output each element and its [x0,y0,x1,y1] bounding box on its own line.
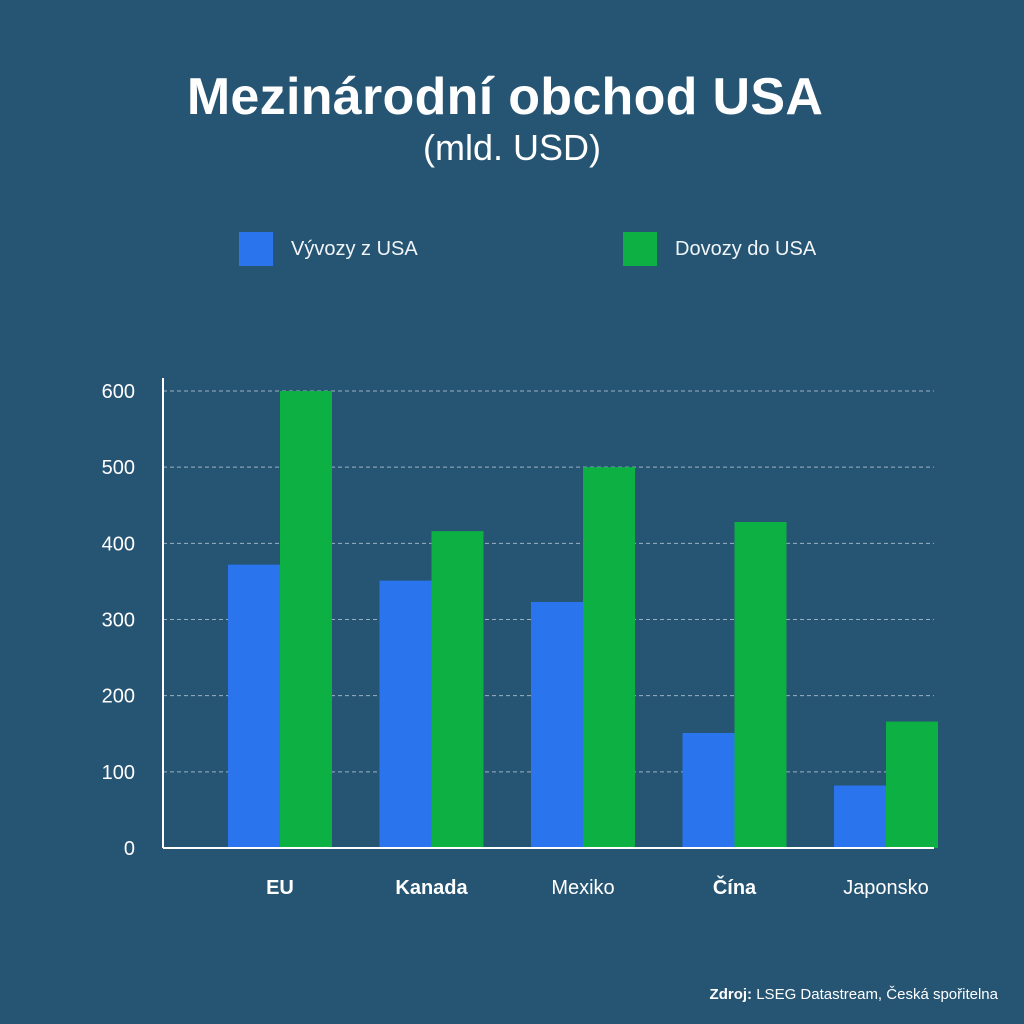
source-label: Zdroj: [709,986,753,1003]
bar-exports-1 [379,580,432,848]
bar-exports-3 [682,732,735,848]
source-text: LSEG Datastream, Česká spořitelna [756,986,998,1003]
legend-label-exports: Vývozy z USA [291,237,418,260]
y-tick-label-500: 500 [102,457,135,479]
x-tick-label-1: Kanada [395,877,468,899]
y-tick-label-0: 0 [124,838,135,860]
y-tick-label-300: 300 [102,610,135,632]
bar-exports-4 [834,785,886,848]
bar-imports-3 [734,522,787,848]
bar-exports-2 [531,601,583,848]
bar-imports-0 [280,391,332,848]
y-tick-label-400: 400 [102,533,135,555]
x-tick-label-0: EU [266,877,294,899]
source-note: Zdroj: LSEG Datastream, Česká spořitelna [710,986,998,1003]
chart-title: Mezinárodní obchod USA [186,68,824,126]
legend-item-imports: Dovozy do USA [623,232,816,266]
x-tick-label-4: Japonsko [843,877,929,899]
bar-imports-1 [431,531,484,848]
legend-label-imports: Dovozy do USA [675,237,817,260]
bar-imports-2 [583,467,635,848]
bar-exports-0 [228,564,280,848]
legend-item-exports: Vývozy z USA [239,232,418,266]
x-tick-label-2: Mexiko [551,877,614,899]
x-tick-label-3: Čína [713,875,757,899]
y-tick-label-200: 200 [102,686,135,708]
chart-subtitle: (mld. USD) [423,127,601,168]
y-tick-label-100: 100 [102,762,135,784]
legend-swatch-imports [623,232,657,266]
legend-swatch-exports [239,232,273,266]
bar-imports-4 [886,721,938,848]
y-tick-label-600: 600 [102,381,135,403]
